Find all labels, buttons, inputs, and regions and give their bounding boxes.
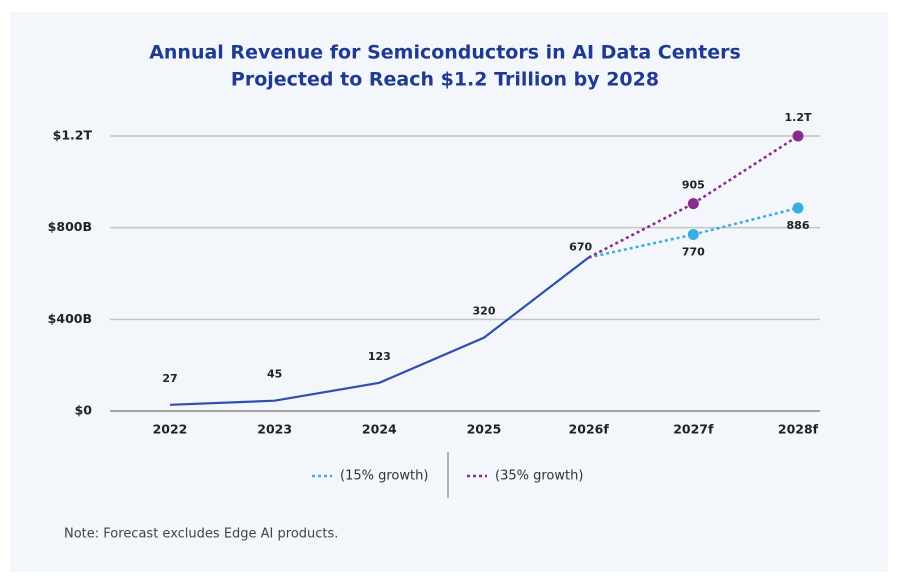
y-tick-label: $0 [75, 403, 93, 418]
value-label: 45 [267, 368, 282, 381]
value-label: 670 [569, 240, 592, 253]
legend-label: (15% growth) [340, 469, 428, 484]
y-tick-label: $400B [48, 311, 92, 326]
card [10, 12, 888, 572]
legend-label: (35% growth) [495, 469, 583, 484]
value-label: 886 [787, 219, 810, 232]
marker [687, 229, 699, 241]
x-tick-label: 2025 [467, 422, 502, 437]
value-label: 123 [368, 350, 391, 363]
chart-title: Projected to Reach $1.2 Trillion by 2028 [231, 69, 659, 91]
note: Note: Forecast excludes Edge AI products… [64, 527, 338, 542]
x-tick-label: 2022 [153, 422, 188, 437]
y-tick-label: $800B [48, 219, 92, 234]
x-tick-label: 2028f [778, 422, 819, 437]
value-label: 770 [682, 246, 705, 259]
value-label: 905 [682, 179, 705, 192]
y-tick-label: $1.2T [53, 128, 93, 143]
value-label: 27 [162, 372, 177, 385]
series-line [692, 134, 799, 205]
marker [687, 198, 699, 210]
chart-title: Annual Revenue for Semiconductors in AI … [149, 42, 741, 64]
series-connector [588, 202, 694, 259]
marker [792, 202, 804, 214]
x-tick-label: 2026f [569, 422, 610, 437]
series-line [169, 256, 590, 406]
x-tick-label: 2027f [673, 422, 714, 437]
marker [792, 130, 804, 142]
x-tick-label: 2024 [362, 422, 397, 437]
value-label: 1.2T [785, 111, 812, 124]
x-tick-label: 2023 [257, 422, 292, 437]
value-label: 320 [473, 305, 496, 318]
